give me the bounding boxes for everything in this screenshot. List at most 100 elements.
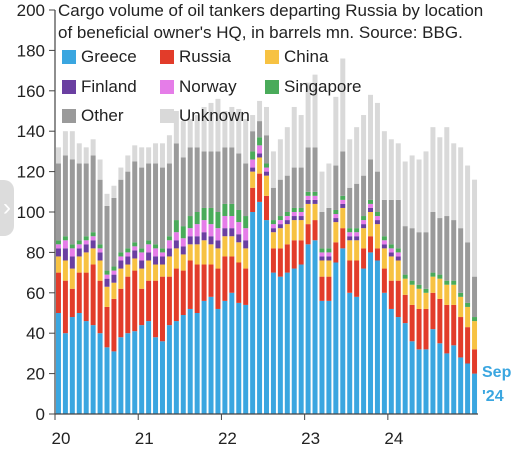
bar-segment-russia	[62, 280, 68, 334]
bar-segment-other	[236, 153, 242, 210]
bar-segment-unknown	[326, 163, 332, 208]
bar-segment-singapore	[236, 209, 242, 223]
bar-segment-unknown	[243, 119, 249, 164]
bar-segment-china	[153, 264, 159, 281]
bar-segment-singapore	[139, 248, 145, 253]
bar-segment-finland	[270, 228, 276, 233]
x-tick-label: 24	[384, 429, 403, 448]
bar-segment-russia	[243, 268, 249, 305]
bar-segment-china	[368, 212, 374, 237]
bar-segment-norway	[132, 246, 138, 251]
bar-segment-finland	[194, 236, 200, 245]
bar-segment-singapore	[243, 216, 249, 229]
bar-segment-other	[326, 207, 332, 249]
bar-segment-russia	[298, 240, 304, 265]
bar-segment-finland	[159, 256, 165, 265]
x-tick-label: 20	[52, 429, 71, 448]
bar-segment-russia	[208, 264, 214, 297]
bar-segment-greece	[118, 337, 124, 414]
bar-segment-other	[319, 212, 325, 249]
bar-segment-other	[104, 205, 110, 271]
bar-segment-finland	[381, 244, 387, 249]
bar-segment-other	[194, 147, 200, 212]
bar-segment-finland	[250, 167, 256, 172]
bar-segment-china	[388, 256, 394, 281]
bar-segment-greece	[409, 341, 415, 414]
bar-segment-singapore	[347, 228, 353, 233]
bar-segment-singapore	[76, 240, 82, 245]
bar-segment-greece	[312, 240, 318, 414]
bar-segment-singapore	[201, 207, 207, 221]
bar-segment-russia	[368, 236, 374, 253]
bar-segment-greece	[291, 268, 297, 414]
bar-segment-singapore	[153, 244, 159, 249]
bar-segment-other	[257, 121, 263, 138]
bar-segment-greece	[215, 308, 221, 414]
bar-segment-norway	[368, 203, 374, 208]
bar-segment-norway	[243, 228, 249, 241]
bar-segment-other	[395, 199, 401, 249]
bar-segment-singapore	[118, 252, 124, 257]
bar-segment-russia	[118, 288, 124, 338]
bar-segment-greece	[381, 292, 387, 414]
bar-segment-russia	[139, 288, 145, 326]
bar-segment-china	[139, 268, 145, 289]
bar-segment-norway	[69, 248, 75, 257]
bar-segment-finland	[368, 207, 374, 212]
bar-segment-china	[118, 268, 124, 289]
bar-segment-china	[284, 224, 290, 245]
bar-segment-singapore	[277, 216, 283, 221]
bar-segment-greece	[465, 363, 471, 414]
x-tick-label: 22	[218, 429, 237, 448]
bar-segment-singapore	[62, 236, 68, 241]
bar-segment-singapore	[125, 248, 131, 253]
bar-segment-other	[118, 179, 124, 253]
bar-segment-unknown	[132, 145, 138, 162]
bar-segment-china	[381, 248, 387, 269]
bar-segment-greece	[333, 262, 339, 414]
bar-segment-china	[347, 240, 353, 261]
x-tick-label: 21	[135, 429, 154, 448]
bar-segment-china	[90, 248, 96, 265]
bar-segment-finland	[333, 218, 339, 223]
bar-segment-china	[312, 203, 318, 221]
bar-segment-greece	[374, 260, 380, 414]
bar-segment-other	[215, 151, 221, 212]
bar-segment-greece	[388, 308, 394, 414]
bar-segment-china	[465, 306, 471, 328]
bar-segment-norway	[264, 167, 269, 172]
bar-segment-russia	[395, 280, 401, 318]
bar-segment-unknown	[347, 139, 353, 188]
bar-segment-norway	[166, 240, 172, 249]
bar-segment-greece	[236, 302, 242, 414]
bar-segment-china	[291, 220, 297, 241]
bar-segment-greece	[354, 296, 360, 414]
bar-segment-russia	[180, 270, 186, 316]
bar-segment-finland	[222, 228, 228, 237]
bar-segment-unknown	[264, 106, 269, 136]
bar-segment-norway	[340, 199, 346, 204]
bar-segment-greece	[139, 325, 145, 414]
bar-segment-other	[402, 226, 408, 275]
legend-item-unknown: Unknown	[160, 106, 250, 126]
side-scroll-handle[interactable]: ›	[0, 180, 14, 236]
bar-segment-unknown	[388, 139, 394, 200]
bar-segment-china	[180, 254, 186, 271]
bar-segment-greece	[146, 321, 152, 414]
bar-segment-finland	[374, 220, 380, 225]
legend-item-singapore: Singapore	[265, 77, 362, 97]
legend-item-other: Other	[62, 106, 124, 126]
bar-segment-russia	[215, 268, 221, 309]
bar-segment-china	[250, 171, 256, 188]
bar-segment-norway	[374, 216, 380, 221]
bar-segment-unknown	[437, 137, 443, 219]
bar-segment-russia	[104, 306, 110, 348]
bar-segment-unknown	[104, 193, 110, 206]
bar-segment-other	[361, 175, 367, 217]
bar-segment-unknown	[229, 106, 235, 148]
bar-segment-russia	[111, 298, 117, 352]
bar-segment-norway	[111, 270, 117, 275]
bar-segment-china	[354, 240, 360, 261]
bar-segment-unknown	[291, 106, 297, 168]
bar-segment-singapore	[180, 226, 186, 239]
